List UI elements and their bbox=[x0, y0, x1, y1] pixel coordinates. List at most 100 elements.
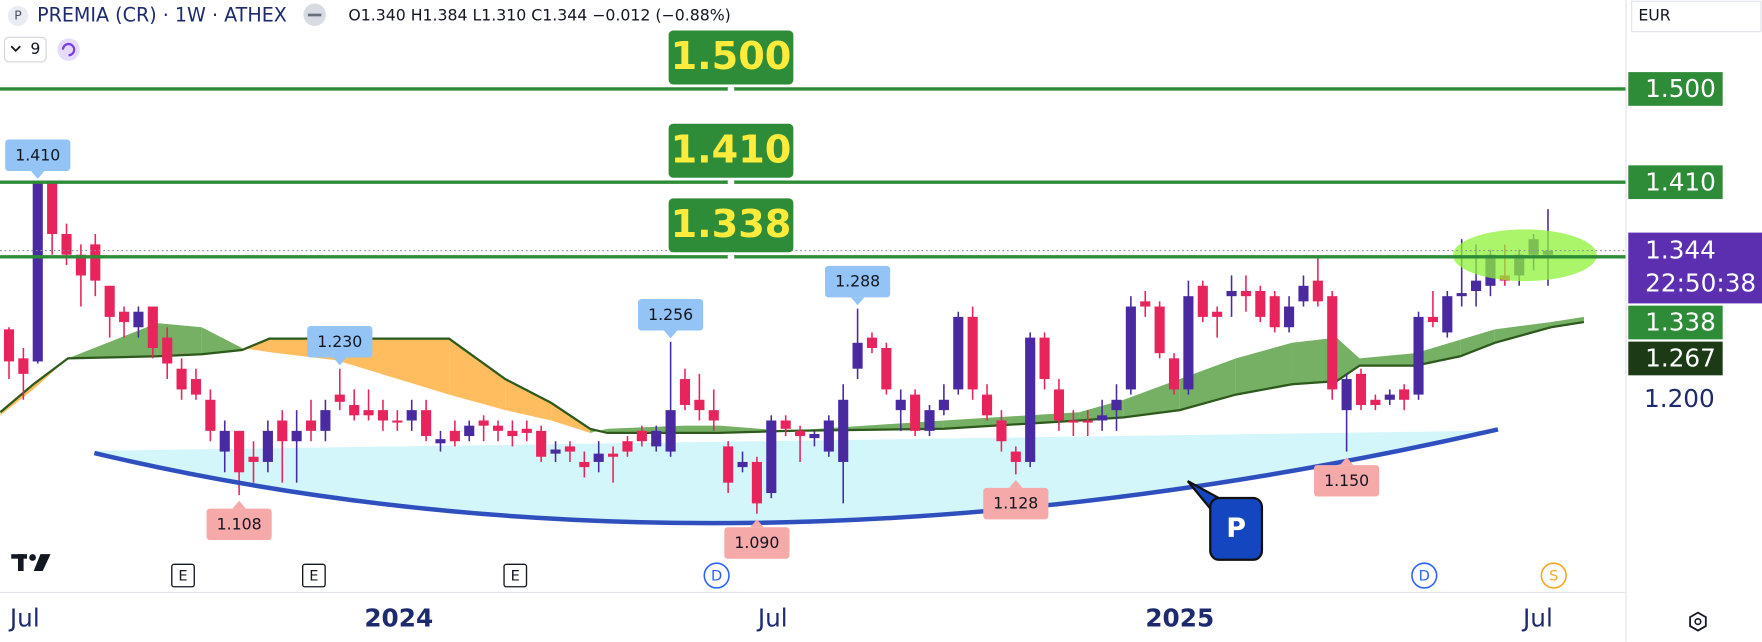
candle-body bbox=[1355, 373, 1367, 405]
pivot-pointer bbox=[750, 519, 764, 528]
x-tick-label: Jul bbox=[756, 603, 788, 632]
candle-body bbox=[1427, 316, 1438, 323]
candle-body bbox=[3, 329, 15, 362]
event-label: E bbox=[511, 568, 520, 585]
candle-body bbox=[780, 420, 791, 429]
candle-body bbox=[823, 420, 834, 452]
refresh-button[interactable] bbox=[57, 38, 80, 61]
currency-box[interactable] bbox=[1631, 0, 1762, 33]
cloud-segment bbox=[943, 412, 1080, 429]
currency[interactable]: EUR bbox=[1638, 5, 1670, 24]
candle-body bbox=[133, 311, 144, 328]
pivot-pointer bbox=[1009, 479, 1023, 488]
candle-body bbox=[435, 439, 446, 444]
indicator-count: 9 bbox=[30, 39, 40, 58]
pivot-box bbox=[724, 527, 790, 559]
cloud-segment bbox=[201, 327, 242, 355]
candle-body bbox=[881, 347, 892, 390]
pivot-box bbox=[825, 265, 891, 298]
labels-layer: 1.410 1.230 1.256 1.288 1.108 1.090 1.128 1.150… bbox=[5, 72, 1762, 632]
candle-body bbox=[608, 453, 619, 457]
level-badge-label: 1.338 bbox=[671, 203, 792, 247]
cloud-value-label: 1.267 bbox=[1645, 344, 1716, 373]
candle-body bbox=[809, 433, 820, 439]
pivot-pointer bbox=[333, 357, 347, 366]
pivot-box bbox=[5, 139, 71, 171]
pivot-label: 1.150 bbox=[1324, 471, 1369, 490]
candle-body bbox=[18, 358, 29, 374]
candle-body bbox=[118, 311, 130, 323]
candle-body bbox=[1039, 337, 1050, 380]
candle-body bbox=[507, 430, 518, 437]
logo-part bbox=[29, 554, 36, 561]
candle-body bbox=[708, 410, 719, 421]
candle-body bbox=[147, 306, 158, 348]
candle-body bbox=[866, 337, 878, 348]
candle-body bbox=[449, 430, 460, 442]
candle-body bbox=[32, 182, 43, 362]
candle-body bbox=[910, 394, 921, 431]
event-marker bbox=[1411, 562, 1438, 589]
level-badge bbox=[668, 30, 794, 85]
candle-body bbox=[478, 420, 489, 426]
pivot-box bbox=[1314, 465, 1380, 497]
candle-body bbox=[305, 420, 317, 431]
refresh-icon bbox=[61, 42, 76, 57]
indicators-toggle[interactable] bbox=[3, 36, 47, 63]
levels-layer: 1.500 1.410 1.338 bbox=[0, 30, 1627, 261]
pivot-box bbox=[983, 487, 1049, 520]
last-price-label: 1.344 bbox=[1645, 236, 1716, 265]
candle-body bbox=[622, 441, 633, 452]
candle-body bbox=[1068, 420, 1079, 423]
symbol-title[interactable]: PREMIA (CR) · 1W · ATHEX bbox=[37, 3, 287, 26]
x-tick-label: Jul bbox=[1521, 603, 1553, 632]
pivot-pointer bbox=[1339, 457, 1354, 466]
candle-body bbox=[795, 430, 806, 437]
candle-body bbox=[104, 285, 115, 317]
cloud-segment bbox=[684, 425, 720, 433]
y-tick-label: 1.200 bbox=[1644, 384, 1715, 413]
candle-body bbox=[234, 430, 245, 473]
x-tick-label: Jul bbox=[8, 603, 40, 632]
candle-body bbox=[751, 461, 762, 504]
event-label: D bbox=[1419, 568, 1430, 585]
candle-body bbox=[1442, 296, 1453, 333]
cloud-segment bbox=[1235, 342, 1292, 395]
candle-body bbox=[75, 254, 86, 276]
pivot-label: 1.128 bbox=[993, 494, 1038, 513]
event-marker bbox=[503, 563, 528, 588]
logo bbox=[11, 554, 51, 572]
candle-body bbox=[981, 394, 993, 416]
level-badge bbox=[668, 123, 794, 178]
chevron-icon bbox=[10, 45, 21, 53]
x-tick-label: 2024 bbox=[364, 603, 433, 632]
cloud-segment bbox=[1494, 322, 1551, 343]
candle-body bbox=[766, 420, 777, 494]
pivot-label: 1.288 bbox=[835, 272, 880, 291]
cloud-segment bbox=[505, 379, 552, 421]
settings-button[interactable] bbox=[1689, 611, 1707, 632]
level-badge-label: 1.500 bbox=[671, 35, 792, 79]
annotation-callout: P bbox=[1186, 480, 1264, 561]
symbol-icon bbox=[7, 5, 29, 27]
level-anchor bbox=[727, 178, 735, 186]
countdown: 22:50:38 bbox=[1645, 268, 1756, 297]
candle-body bbox=[1413, 316, 1424, 395]
level-anchor bbox=[727, 85, 735, 93]
axis-level-badge bbox=[1628, 72, 1723, 106]
candle-body bbox=[61, 234, 72, 255]
cloud-segment bbox=[449, 338, 506, 411]
pivot-label: 1.108 bbox=[217, 514, 262, 533]
pivot-pointer bbox=[850, 297, 865, 306]
candle-body bbox=[521, 428, 532, 433]
candle-body bbox=[593, 453, 604, 462]
candle-body bbox=[1226, 290, 1237, 297]
candle-body bbox=[1312, 280, 1323, 302]
candle-body bbox=[953, 316, 964, 390]
candle-body bbox=[190, 379, 202, 395]
candle-body bbox=[90, 244, 101, 281]
axis-level-badge bbox=[1628, 165, 1723, 200]
event-label: E bbox=[309, 568, 318, 585]
event-label: D bbox=[711, 568, 722, 585]
